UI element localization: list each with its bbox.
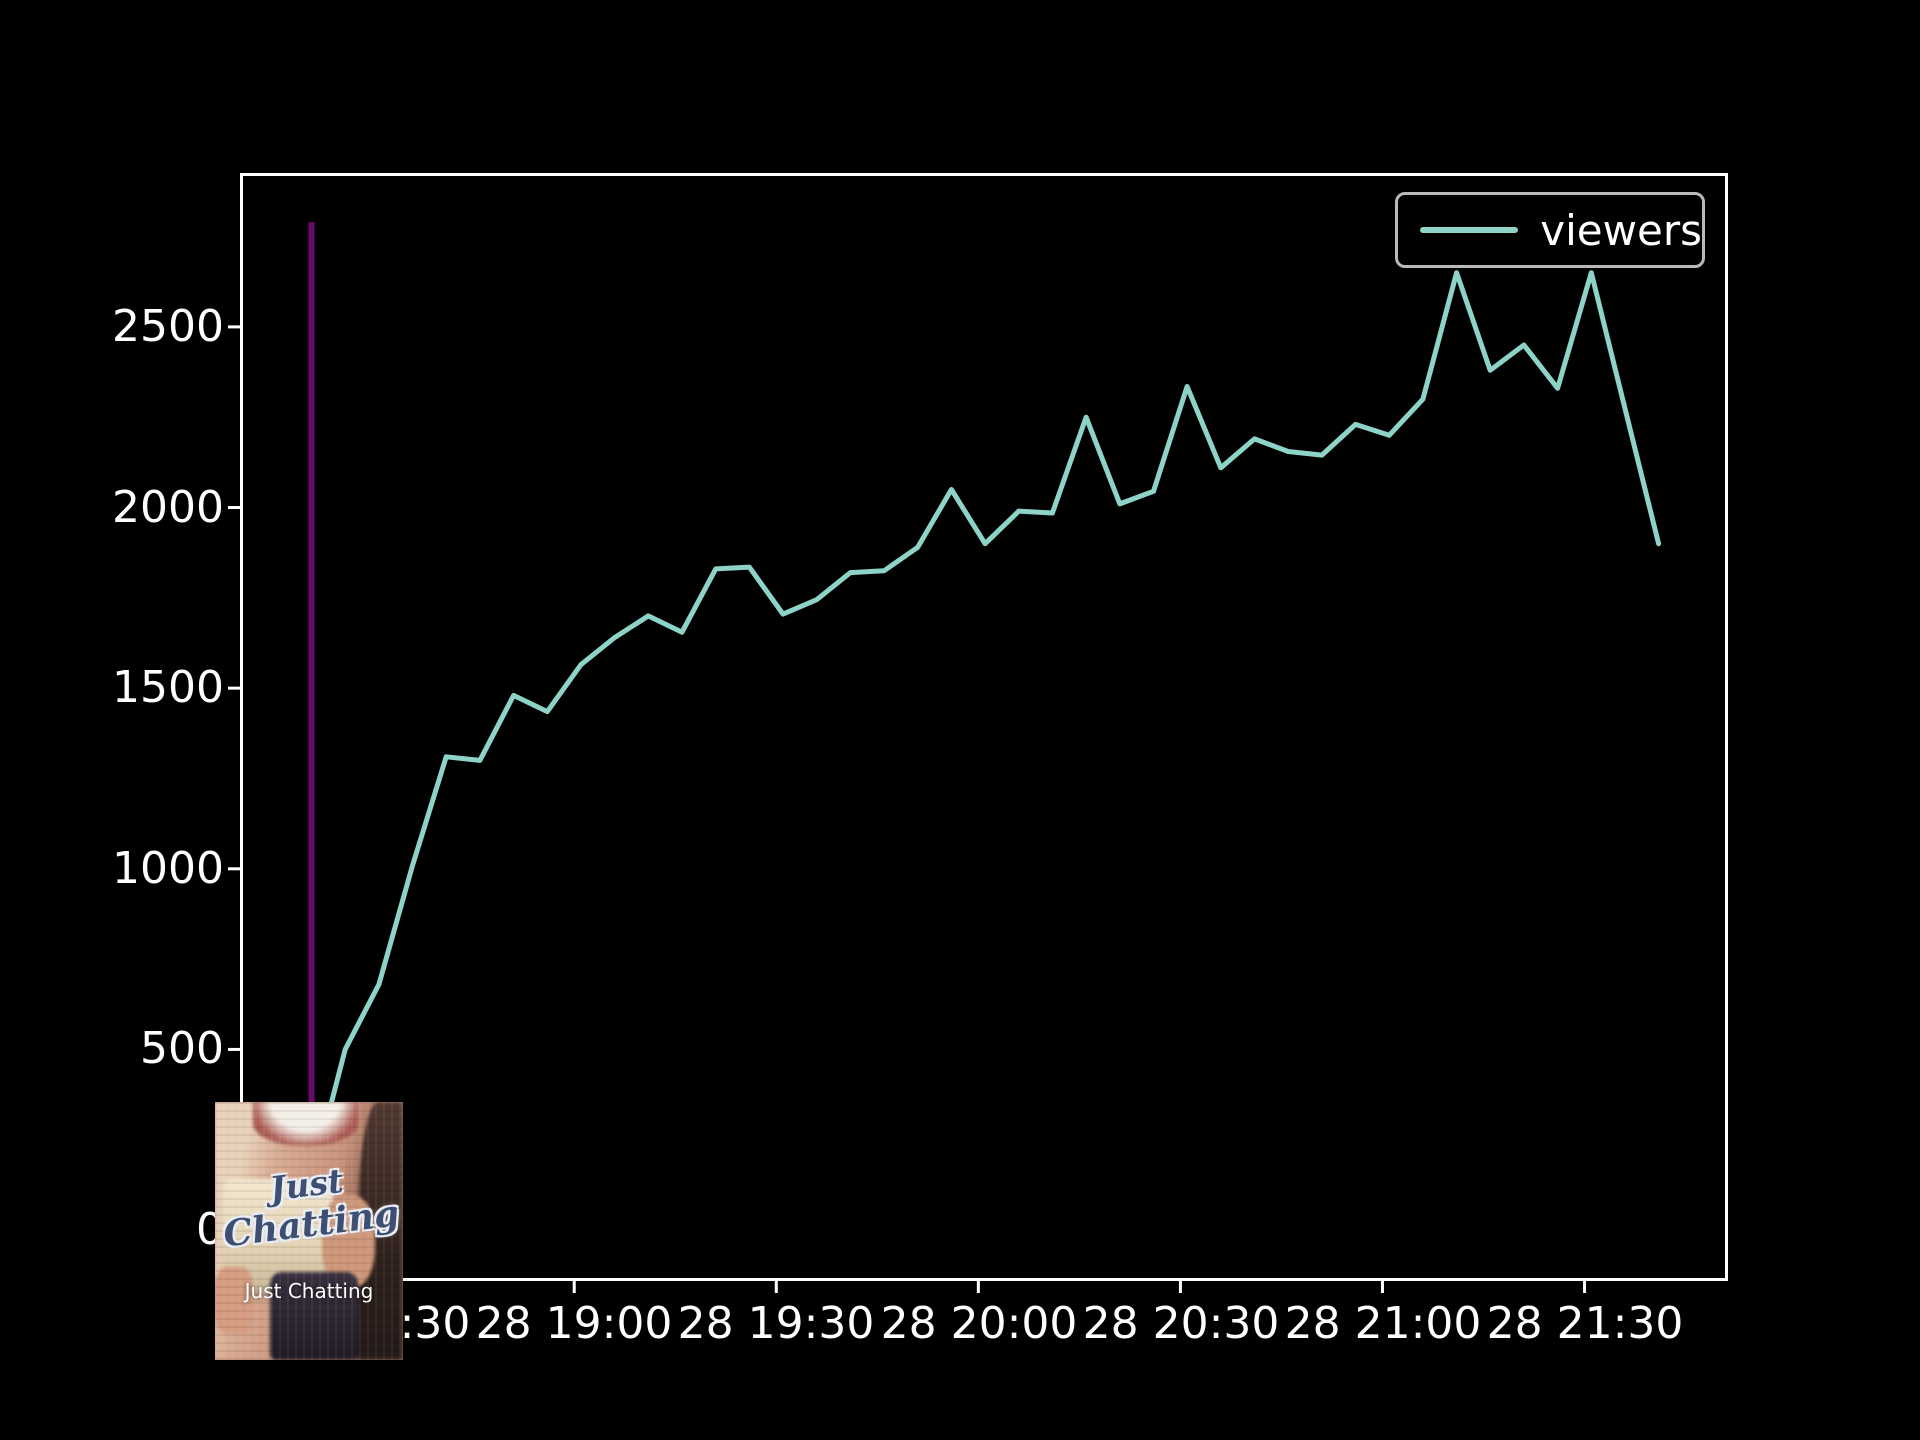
legend: viewers [1395, 192, 1705, 268]
box-art-caption: Just Chatting [244, 1278, 374, 1303]
category-box-art: Just Chatting Just Chatting [215, 1102, 403, 1360]
legend-line-swatch [1420, 227, 1519, 233]
photo-hand-left [215, 1267, 253, 1335]
x-tick-label-2100: 28 21:00 [1284, 1298, 1482, 1349]
x-tick-label-2130: 28 21:30 [1486, 1298, 1684, 1349]
pixelation-overlay [215, 1102, 403, 1360]
y-tick-label-1000: 1000 [112, 843, 224, 894]
x-tick-label-1930: 28 19:30 [677, 1298, 875, 1349]
x-tick-label-2030: 28 20:30 [1082, 1298, 1280, 1349]
y-tick-label-2000: 2000 [112, 482, 224, 533]
y-tick-label-2500: 2500 [112, 301, 224, 352]
y-tick-label-1500: 1500 [112, 662, 224, 713]
legend-label: viewers [1540, 205, 1702, 255]
photo-microphone [269, 1272, 358, 1360]
viewers-line [309, 270, 1662, 1182]
y-tick-label-500: 500 [140, 1023, 224, 1074]
box-art-photo [215, 1102, 403, 1360]
photo-smile [252, 1102, 358, 1146]
axes-frame [240, 173, 1728, 1281]
x-tick-label-2000: 28 20:00 [880, 1298, 1078, 1349]
x-tick-label-1900: 28 19:00 [475, 1298, 673, 1349]
